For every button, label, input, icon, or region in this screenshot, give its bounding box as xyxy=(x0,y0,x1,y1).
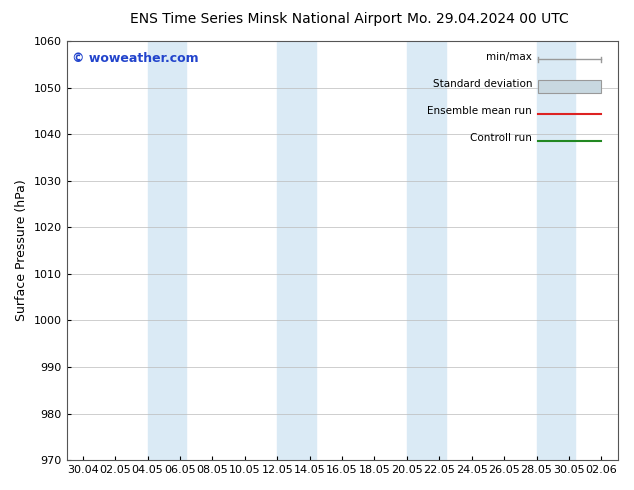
Bar xyxy=(538,80,601,93)
Text: min/max: min/max xyxy=(486,51,532,62)
Text: ENS Time Series Minsk National Airport: ENS Time Series Minsk National Airport xyxy=(130,12,403,26)
Bar xyxy=(536,41,576,460)
Y-axis label: Surface Pressure (hPa): Surface Pressure (hPa) xyxy=(15,180,28,321)
Text: Controll run: Controll run xyxy=(470,133,532,143)
Bar xyxy=(407,41,446,460)
Text: Ensemble mean run: Ensemble mean run xyxy=(427,106,532,116)
Text: © woweather.com: © woweather.com xyxy=(72,51,198,65)
Bar xyxy=(277,41,316,460)
Text: Mo. 29.04.2024 00 UTC: Mo. 29.04.2024 00 UTC xyxy=(407,12,569,26)
Bar xyxy=(148,41,186,460)
Text: Standard deviation: Standard deviation xyxy=(432,79,532,89)
